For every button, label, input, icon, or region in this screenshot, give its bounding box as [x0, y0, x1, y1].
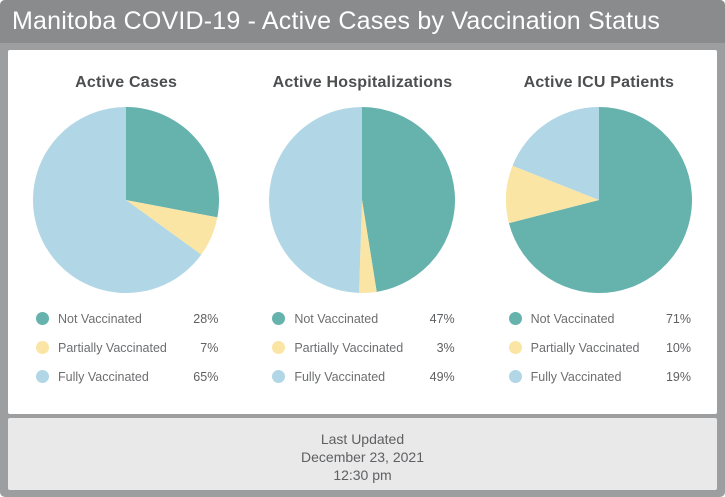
- pie-chart-active-icu-patients: [505, 107, 692, 293]
- legend-value: 28%: [193, 311, 219, 326]
- partially-vaccinated-dot-icon: [36, 341, 49, 354]
- legend-row-partially-vaccinated: Partially Vaccinated 10%: [508, 333, 691, 362]
- chart-column-active-cases: Active Cases Not Vaccinated 28% Partiall…: [8, 50, 244, 414]
- footer-panel: Last Updated December 23, 2021 12:30 pm: [8, 418, 717, 490]
- legend-row-partially-vaccinated: Partially Vaccinated 7%: [36, 333, 218, 362]
- legend-value: 10%: [665, 340, 691, 355]
- pie-slice-partially-vaccinated: [505, 165, 599, 224]
- legend-row-fully-vaccinated: Fully Vaccinated 65%: [36, 362, 218, 391]
- pie-slice-not-vaccinated: [508, 107, 692, 293]
- charts-panel: Active Cases Not Vaccinated 28% Partiall…: [8, 50, 717, 414]
- legend-label: Not Vaccinated: [294, 311, 379, 326]
- pie-chart-active-hospitalizations: [269, 107, 456, 293]
- pie-chart-active-cases: [33, 107, 220, 293]
- legend: Not Vaccinated 71% Partially Vaccinated …: [481, 293, 717, 391]
- legend-value: 47%: [429, 311, 455, 326]
- last-updated-date: December 23, 2021: [301, 449, 424, 465]
- chart-title: Active Cases: [75, 74, 178, 91]
- legend-value: 3%: [436, 340, 455, 355]
- legend-label: Fully Vaccinated: [294, 369, 386, 384]
- pie-slice-partially-vaccinated: [359, 200, 378, 293]
- legend-label: Partially Vaccinated: [530, 340, 640, 355]
- fully-vaccinated-dot-icon: [272, 370, 286, 383]
- legend-label: Fully Vaccinated: [58, 369, 149, 384]
- chart-column-active-icu-patients: Active ICU Patients Not Vaccinated 71% P…: [481, 50, 717, 414]
- legend-value: 19%: [665, 369, 691, 384]
- last-updated-time: 12:30 pm: [333, 467, 392, 483]
- legend-label: Partially Vaccinated: [294, 340, 404, 355]
- legend: Not Vaccinated 28% Partially Vaccinated …: [8, 293, 244, 391]
- chart-column-active-hospitalizations: Active Hospitalizations Not Vaccinated 4…: [244, 50, 480, 414]
- pie-slice-fully-vaccinated: [33, 107, 202, 293]
- last-updated-label: Last Updated: [320, 431, 405, 447]
- page-title: Manitoba COVID-19 - Active Cases by Vacc…: [12, 7, 661, 35]
- legend-label: Not Vaccinated: [58, 311, 142, 326]
- legend-row-not-vaccinated: Not Vaccinated 47%: [272, 304, 455, 333]
- legend-row-not-vaccinated: Not Vaccinated 28%: [36, 304, 218, 333]
- legend-label: Partially Vaccinated: [58, 340, 167, 355]
- legend-value: 49%: [429, 369, 455, 384]
- fully-vaccinated-dot-icon: [508, 370, 522, 383]
- not-vaccinated-dot-icon: [508, 312, 522, 325]
- legend-label: Not Vaccinated: [530, 311, 615, 326]
- legend-label: Fully Vaccinated: [530, 369, 622, 384]
- not-vaccinated-dot-icon: [272, 312, 286, 325]
- chart-title: Active Hospitalizations: [272, 74, 453, 91]
- chart-title: Active ICU Patients: [523, 74, 675, 91]
- partially-vaccinated-dot-icon: [272, 341, 286, 354]
- legend-row-not-vaccinated: Not Vaccinated 71%: [508, 304, 691, 333]
- pie-slice-fully-vaccinated: [269, 107, 363, 293]
- legend-value: 7%: [200, 340, 219, 355]
- legend-value: 71%: [665, 311, 691, 326]
- pie-slice-not-vaccinated: [362, 107, 456, 292]
- legend: Not Vaccinated 47% Partially Vaccinated …: [244, 293, 480, 391]
- legend-row-fully-vaccinated: Fully Vaccinated 49%: [272, 362, 455, 391]
- pie-slice-fully-vaccinated: [512, 107, 599, 200]
- pie-slice-partially-vaccinated: [126, 200, 218, 255]
- header-bar: Manitoba COVID-19 - Active Cases by Vacc…: [0, 0, 725, 43]
- legend-row-partially-vaccinated: Partially Vaccinated 3%: [272, 333, 455, 362]
- legend-value: 65%: [193, 369, 219, 384]
- partially-vaccinated-dot-icon: [508, 341, 522, 354]
- legend-row-fully-vaccinated: Fully Vaccinated 19%: [508, 362, 691, 391]
- fully-vaccinated-dot-icon: [36, 370, 49, 383]
- pie-slice-not-vaccinated: [126, 107, 220, 218]
- not-vaccinated-dot-icon: [36, 312, 49, 325]
